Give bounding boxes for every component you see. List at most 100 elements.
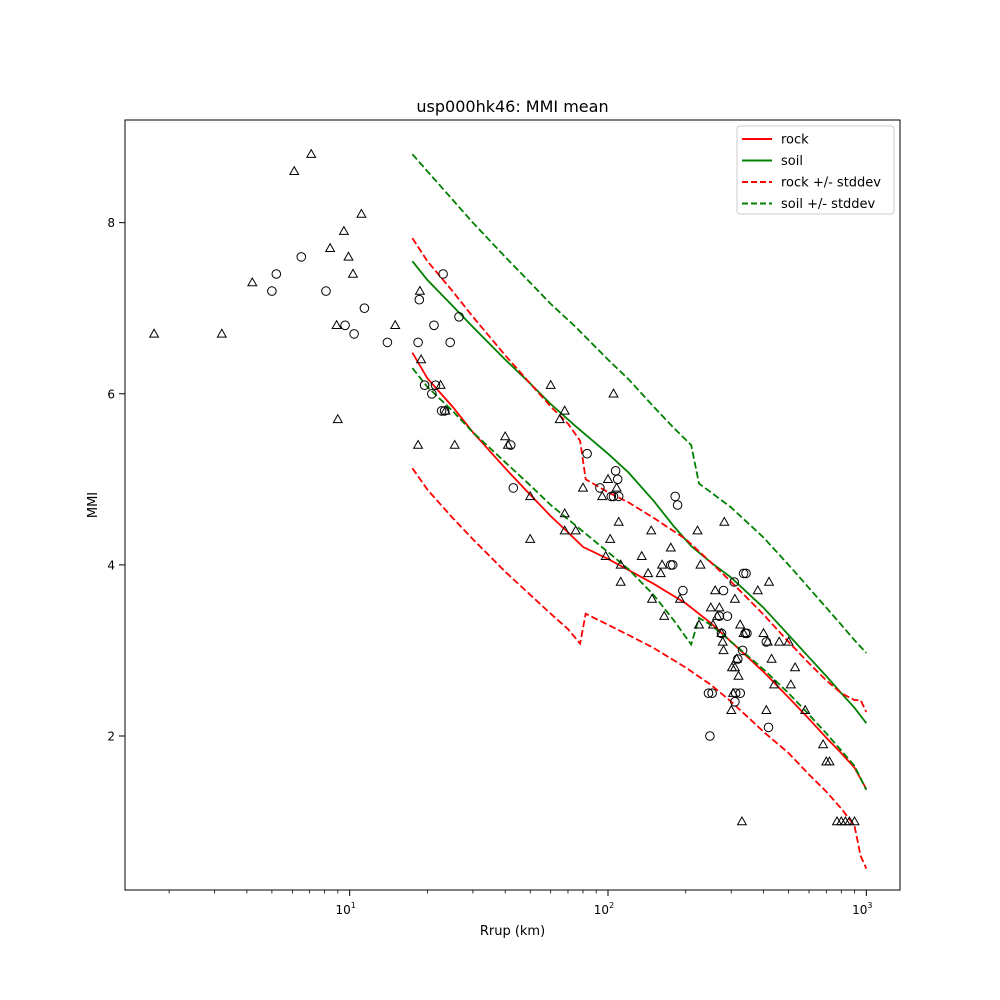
y-tick-label: 6 xyxy=(107,387,115,401)
triangle-point xyxy=(414,285,426,295)
circle-point xyxy=(595,483,605,493)
triangle-point xyxy=(570,525,581,535)
curve-soil-upper xyxy=(411,153,867,654)
triangle-point xyxy=(799,704,811,714)
triangle-point xyxy=(733,670,744,680)
triangle-point xyxy=(559,405,570,415)
curves-layer xyxy=(411,153,868,869)
circle-point xyxy=(582,448,592,459)
triangle-point xyxy=(692,525,703,535)
circle-point xyxy=(742,628,752,639)
triangle-point xyxy=(559,507,570,518)
triangle-point xyxy=(615,576,626,586)
legend-box xyxy=(736,125,895,215)
triangle-point xyxy=(646,593,658,603)
circle-point xyxy=(738,568,749,579)
circle-point xyxy=(296,252,307,262)
curve-rock-upper xyxy=(411,237,868,713)
triangle-point xyxy=(773,636,785,646)
circle-point xyxy=(340,320,350,331)
triangle-point xyxy=(596,490,608,501)
triangle-point xyxy=(789,661,801,672)
triangle-point xyxy=(763,576,775,586)
triangle-point xyxy=(674,593,686,603)
triangle-point xyxy=(717,636,728,646)
triangle-point xyxy=(695,559,706,569)
triangle-point xyxy=(709,584,721,595)
triangle-point xyxy=(734,619,746,629)
triangle-point xyxy=(656,559,668,569)
triangle-point xyxy=(731,653,742,663)
triangle-point xyxy=(768,679,780,689)
y-axis-label: MMI xyxy=(86,492,101,518)
triangle-point xyxy=(600,550,611,560)
triangle-point xyxy=(645,525,657,535)
legend-label: rock xyxy=(781,133,809,148)
circle-point xyxy=(613,491,624,502)
triangle-point xyxy=(761,704,772,714)
circle-point xyxy=(729,577,740,587)
x-axis: 101 102 103 xyxy=(168,890,873,917)
plot-area xyxy=(124,119,901,891)
y-tick-label: 4 xyxy=(107,558,115,572)
triangle-point xyxy=(347,268,359,278)
triangle-point xyxy=(785,679,797,689)
circle-point xyxy=(730,688,741,699)
y-axis: 2 4 6 8 xyxy=(107,216,125,744)
circle-point xyxy=(707,688,717,699)
circle-point xyxy=(737,645,748,656)
triangle-point xyxy=(705,602,717,612)
circle-point xyxy=(445,337,456,348)
circle-point xyxy=(508,483,519,493)
triangle-point xyxy=(758,627,769,637)
triangle-point xyxy=(615,559,626,569)
circle-point xyxy=(438,269,448,279)
chart-title: usp000hk46: MMI mean xyxy=(416,97,608,116)
x-tick-label: 101 xyxy=(335,901,355,917)
circle-point xyxy=(321,286,331,296)
y-tick-label: 8 xyxy=(107,216,115,230)
triangle-point xyxy=(324,242,336,252)
triangle-point xyxy=(524,490,536,501)
triangle-point xyxy=(524,533,536,543)
triangle-point xyxy=(545,379,556,389)
triangle-point xyxy=(389,319,401,329)
legend-label: soil +/- stddev xyxy=(781,197,876,212)
legend: rock soil rock +/- stddev soil +/- stddev xyxy=(736,125,895,215)
triangle-point xyxy=(559,525,570,535)
plot-frame xyxy=(124,119,901,891)
legend-label: rock +/- stddev xyxy=(781,176,881,191)
circle-point xyxy=(718,585,729,596)
circle-point xyxy=(439,406,450,416)
circle-point xyxy=(667,560,678,570)
circle-point xyxy=(735,688,746,699)
triangle-point xyxy=(608,388,619,398)
circle-point xyxy=(419,380,430,391)
circle-point xyxy=(267,286,277,296)
circle-point xyxy=(705,731,715,741)
circle-point xyxy=(741,568,751,579)
x-axis-label: Rrup (km) xyxy=(480,924,545,939)
triangle-point xyxy=(331,319,342,329)
triangle-point xyxy=(783,636,794,646)
triangle-point xyxy=(554,413,565,424)
curve-rock xyxy=(411,352,868,790)
triangle-point xyxy=(602,473,614,483)
circle-point xyxy=(413,337,423,348)
triangle-point xyxy=(719,516,730,526)
y-tick-label: 2 xyxy=(107,730,115,744)
triangle-point xyxy=(844,815,855,826)
triangle-point xyxy=(655,567,666,578)
triangle-point xyxy=(288,165,300,175)
circle-point xyxy=(608,491,619,502)
triangle-point xyxy=(642,567,654,578)
triangle-point xyxy=(604,533,616,543)
triangle-point xyxy=(332,413,344,424)
legend-label: soil xyxy=(781,154,803,169)
triangle-point xyxy=(817,738,829,749)
triangle-point xyxy=(343,251,354,261)
circle-point xyxy=(703,688,714,699)
triangle-point xyxy=(729,661,741,672)
triangle-point xyxy=(415,353,427,364)
